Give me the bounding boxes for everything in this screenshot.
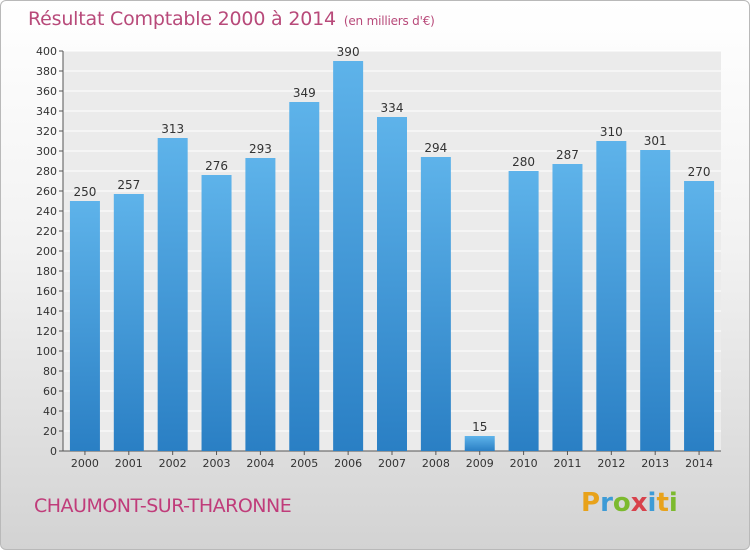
bar-2013	[640, 150, 671, 451]
x-tick-label-2002: 2002	[159, 457, 187, 470]
chart-title: Résultat Comptable 2000 à 2014 (en millie…	[28, 8, 435, 30]
chart-title-text: Résultat Comptable 2000 à 2014	[28, 8, 336, 30]
x-tick-label-2004: 2004	[246, 457, 274, 470]
y-tick-label: 160	[36, 285, 57, 298]
y-tick-label: 0	[50, 445, 57, 458]
y-tick-label: 100	[36, 345, 57, 358]
x-tick-label-2010: 2010	[510, 457, 538, 470]
x-tick-label-2005: 2005	[290, 457, 318, 470]
x-tick-label-2006: 2006	[334, 457, 362, 470]
y-tick-label: 120	[36, 325, 57, 338]
y-tick-label: 380	[36, 65, 57, 78]
y-tick-label: 400	[36, 45, 57, 58]
y-tick-label: 20	[43, 425, 57, 438]
value-label-2013: 301	[644, 134, 667, 148]
proxiti-logo: Proxiti	[581, 488, 678, 518]
x-tick-label-2000: 2000	[71, 457, 99, 470]
value-label-2008: 294	[424, 141, 447, 155]
value-label-2009: 15	[472, 420, 487, 434]
value-label-2001: 257	[117, 178, 140, 192]
x-tick-label-2008: 2008	[422, 457, 450, 470]
value-label-2006: 390	[337, 45, 360, 59]
x-tick-label-2012: 2012	[597, 457, 625, 470]
value-label-2012: 310	[600, 125, 623, 139]
x-tick-label-2001: 2001	[115, 457, 143, 470]
y-tick-label: 80	[43, 365, 57, 378]
bar-2010	[508, 171, 539, 451]
y-tick-label: 140	[36, 305, 57, 318]
bar-2014	[684, 181, 715, 451]
commune-name: CHAUMONT-SUR-THARONNE	[34, 495, 292, 517]
bar-2011	[552, 164, 583, 451]
x-tick-label-2003: 2003	[203, 457, 231, 470]
y-tick-label: 180	[36, 265, 57, 278]
value-label-2004: 293	[249, 142, 272, 156]
bar-2005	[289, 102, 320, 451]
x-tick-label-2011: 2011	[553, 457, 581, 470]
y-tick-label: 280	[36, 165, 57, 178]
x-tick-label-2013: 2013	[641, 457, 669, 470]
bar-2009	[464, 436, 495, 451]
bar-2001	[113, 194, 144, 451]
y-tick-label: 340	[36, 105, 57, 118]
bar-2008	[420, 157, 451, 451]
y-tick-label: 240	[36, 205, 57, 218]
bar-2006	[333, 61, 364, 451]
bar-2002	[157, 138, 188, 451]
value-label-2002: 313	[161, 122, 184, 136]
y-tick-label: 360	[36, 85, 57, 98]
bar-2004	[245, 158, 276, 451]
y-tick-label: 200	[36, 245, 57, 258]
y-tick-label: 220	[36, 225, 57, 238]
value-label-2003: 276	[205, 159, 228, 173]
value-label-2011: 287	[556, 148, 579, 162]
x-tick-label-2014: 2014	[685, 457, 713, 470]
x-tick-label-2009: 2009	[466, 457, 494, 470]
value-label-2010: 280	[512, 155, 535, 169]
value-label-2000: 250	[73, 185, 96, 199]
chart-unit: (en milliers d'€)	[343, 14, 435, 28]
value-label-2014: 270	[688, 165, 711, 179]
bar-2012	[596, 141, 627, 451]
y-tick-label: 60	[43, 385, 57, 398]
bar-2000	[69, 201, 100, 451]
y-tick-label: 40	[43, 405, 57, 418]
bar-2003	[201, 175, 232, 451]
bar-2007	[377, 117, 407, 451]
y-tick-label: 300	[36, 145, 57, 158]
y-tick-label: 260	[36, 185, 57, 198]
value-label-2007: 334	[381, 101, 404, 115]
y-tick-label: 320	[36, 125, 57, 138]
x-tick-label-2007: 2007	[378, 457, 406, 470]
value-label-2005: 349	[293, 86, 316, 100]
